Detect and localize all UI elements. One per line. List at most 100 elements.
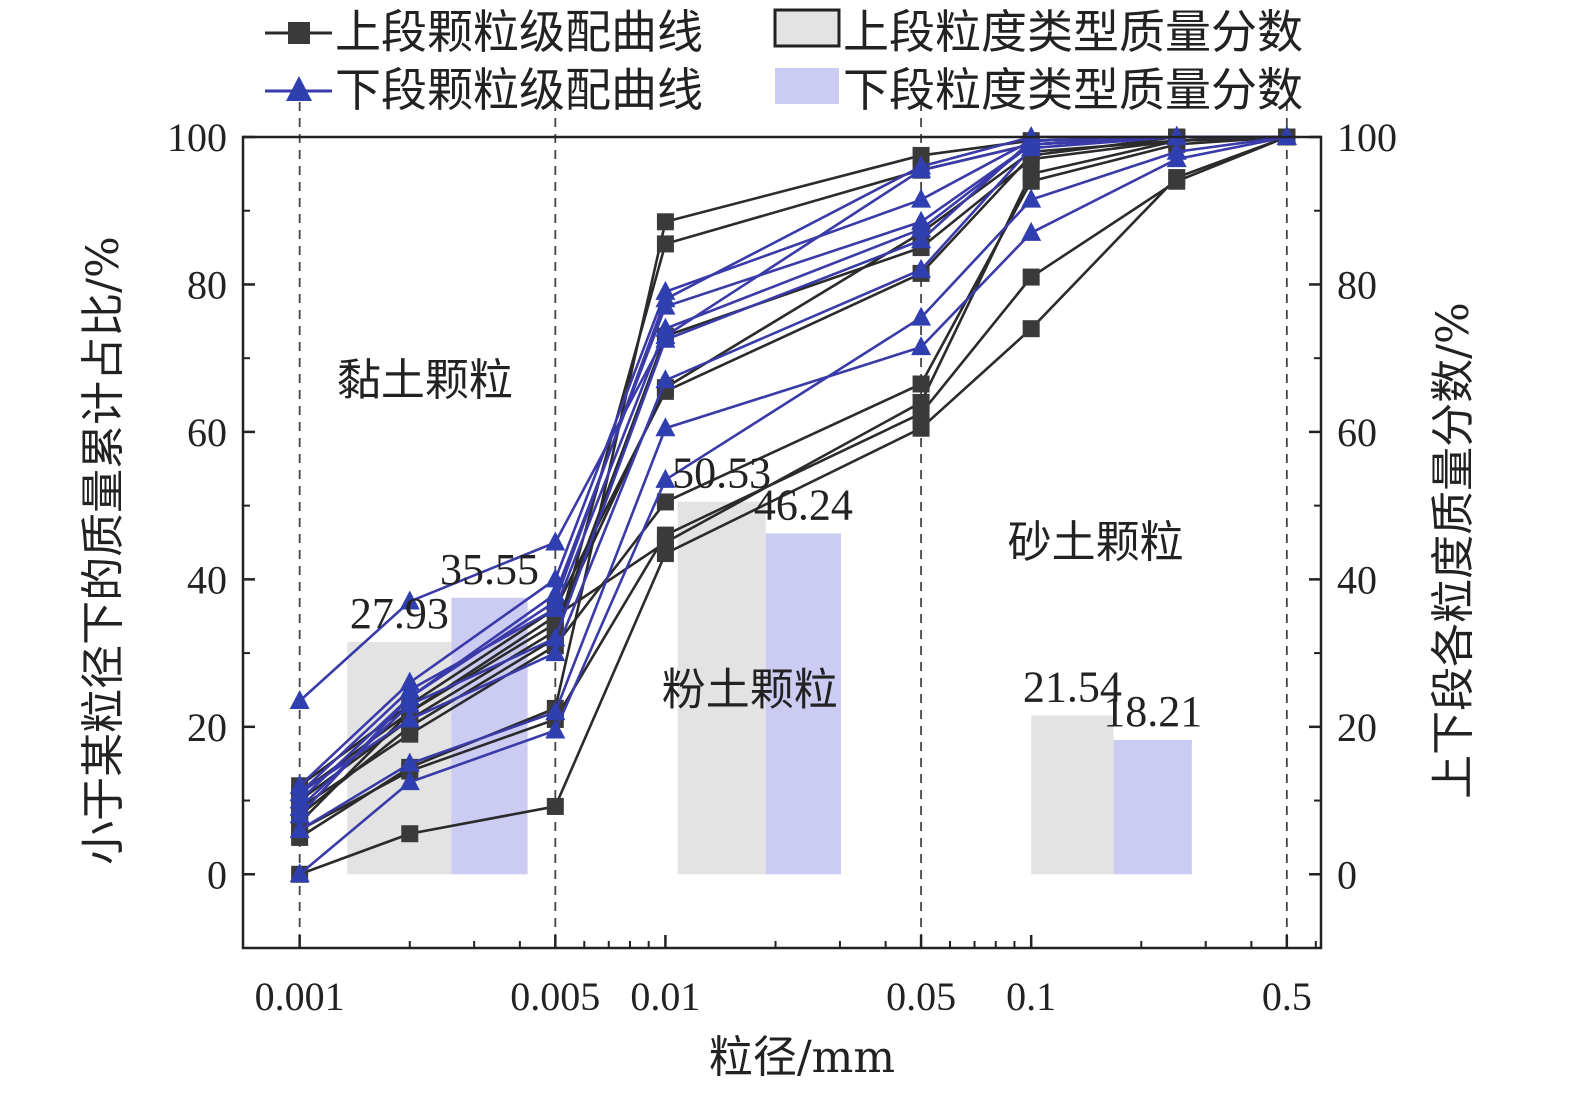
- legend-item-upper-curve: 上段颗粒级配曲线: [265, 5, 703, 59]
- lower-series-point-4-3: [655, 317, 676, 337]
- lower-series-point-5-4: [911, 336, 932, 356]
- lower-series-point-6-3: [655, 328, 676, 348]
- y-tick-label-right-3: 60: [1337, 410, 1377, 455]
- upper-series-point-4-1: [401, 825, 419, 843]
- legend-label-lower-curve: 下段颗粒级配曲线: [335, 63, 703, 117]
- lower-series-point-0-2: [545, 719, 566, 739]
- lower-series-point-0-4: [911, 306, 932, 326]
- y-tick-label-right-5: 100: [1337, 115, 1397, 160]
- lower-series-point-0-5: [1021, 188, 1042, 208]
- lower-series-point-8-5: [1021, 133, 1042, 153]
- y-tick-label-left-4: 80: [187, 262, 227, 307]
- x-tick-label-5: 0.5: [1262, 974, 1312, 1019]
- bar-label-4: 21.54: [1023, 662, 1122, 711]
- ticks-layer: 0 0 20 20 40 40 60 60 80 80 100 100 0.001 0.005 0.01 0.…: [167, 115, 1397, 1019]
- y-tick-label-right-1: 20: [1337, 705, 1377, 750]
- x-axis-title: 粒径/mm: [709, 1032, 895, 1083]
- lower-series-point-6-2: [545, 627, 566, 647]
- lower-series-point-5-2: [545, 701, 566, 721]
- legend-label-upper-bar: 上段粒度类型质量分数: [843, 5, 1303, 59]
- lower-series-point-1-2: [545, 531, 566, 551]
- bar-label-2: 50.53: [672, 449, 771, 498]
- axes-layer: [241, 135, 1323, 950]
- upper-series-line-3: [298, 135, 1287, 802]
- y-axis-title-right: 上下段各粒度质量分数/%: [1428, 302, 1479, 799]
- upper-series-point-7-5: [1022, 165, 1040, 183]
- lower-series-point-5-5: [1021, 221, 1042, 241]
- lower-series-point-7-3: [655, 369, 676, 389]
- y-tick-label-right-4: 80: [1337, 262, 1377, 307]
- lower-series-point-8-1: [399, 686, 420, 706]
- y-tick-label-left-2: 40: [187, 557, 227, 602]
- y-tick-label-left-0: 0: [207, 852, 227, 897]
- lower-series-point-1-0: [289, 690, 310, 710]
- x-tick-label-3: 0.05: [886, 974, 956, 1019]
- lower-series-point-8-0: [289, 804, 310, 824]
- legend-item-lower-curve: 下段颗粒级配曲线: [265, 63, 703, 117]
- bar-label-1: 35.55: [440, 545, 539, 594]
- upper-series-point-7-4: [912, 393, 930, 411]
- legend-item-lower-bar: 下段粒度类型质量分数: [775, 63, 1303, 117]
- upper-series-line-5: [299, 135, 1288, 832]
- bar-label-3: 46.24: [754, 480, 853, 529]
- x-tick-label-2: 0.01: [630, 974, 700, 1019]
- y-tick-label-right-0: 0: [1337, 852, 1357, 897]
- bar-upper-4: [1031, 715, 1114, 875]
- upper-series-point-6-4: [912, 375, 930, 393]
- lower-series-point-0-0: [289, 863, 310, 883]
- lower-series-point-5-1: [399, 752, 420, 772]
- lower-series-point-8-6: [1166, 126, 1187, 145]
- lower-series-point-4-2: [545, 597, 566, 617]
- lower-series-point-7-1: [399, 708, 420, 728]
- lower-series-point-0-3: [655, 468, 676, 488]
- lower-series-point-6-4: [911, 229, 932, 249]
- lower-series-point-7-0: [289, 782, 310, 802]
- lower-series-point-0-1: [399, 771, 420, 791]
- upper-series-point-7-3: [656, 534, 674, 551]
- upper-series-point-6-3: [656, 493, 674, 511]
- upper-series-point-1-4: [912, 146, 930, 164]
- region-label-2: 砂土颗粒: [1008, 517, 1184, 568]
- y-tick-label-left-1: 20: [187, 705, 227, 750]
- upper-series-point-4-5: [1022, 320, 1040, 338]
- y-axis-title-left: 小于某粒径下的质量累计占比/%: [78, 236, 129, 865]
- lower-series-line-5: [298, 135, 1288, 832]
- upper-series-point-1-3: [656, 213, 674, 231]
- bar-label-0: 27.93: [350, 589, 449, 638]
- upper-series-line-6: [298, 135, 1287, 809]
- y-tick-label-left-3: 60: [187, 410, 227, 455]
- upper-series-point-5-6: [1168, 172, 1186, 190]
- lower-series-point-8-7: [1276, 126, 1297, 145]
- bar-label-5: 18.21: [1103, 687, 1202, 736]
- lower-series-point-8-4: [911, 210, 932, 230]
- x-tick-label-0: 0.001: [255, 974, 345, 1019]
- upper-series-line-4: [299, 135, 1288, 876]
- bar-lower-5: [1113, 740, 1192, 875]
- lower-series-point-5-3: [655, 417, 676, 437]
- lower-series-point-2-2: [545, 568, 566, 588]
- plot-frame: [241, 135, 1323, 950]
- bar-upper-2: [677, 501, 766, 875]
- x-tick-label-1: 0.005: [510, 974, 600, 1019]
- lower-series-point-7-4: [911, 258, 932, 278]
- upper-series-point-6-1: [401, 725, 419, 743]
- upper-series-point-4-4: [912, 419, 930, 437]
- x-tick-label-4: 0.1: [1006, 974, 1056, 1019]
- lower-series-point-7-2: [545, 642, 566, 662]
- region-label-0: 黏土颗粒: [337, 355, 513, 406]
- lower-series-line-0: [298, 135, 1288, 876]
- legend-label-upper-curve: 上段颗粒级配曲线: [335, 5, 703, 59]
- legend-label-lower-bar: 下段粒度类型质量分数: [843, 63, 1303, 117]
- y-tick-label-left-5: 100: [167, 115, 227, 160]
- bar-lower-3: [765, 533, 841, 875]
- lower-series-point-1-1: [399, 590, 420, 610]
- region-label-1: 粉土颗粒: [662, 665, 838, 716]
- upper-series-point-2-3: [656, 235, 674, 253]
- upper-series-point-4-2: [546, 797, 564, 815]
- y-tick-label-right-2: 40: [1337, 557, 1377, 602]
- lower-series-point-2-4: [911, 188, 932, 208]
- legend: 上段颗粒级配曲线 下段颗粒级配曲线 上段粒度类型质量分数 下段粒度类型质量分数: [265, 5, 1303, 117]
